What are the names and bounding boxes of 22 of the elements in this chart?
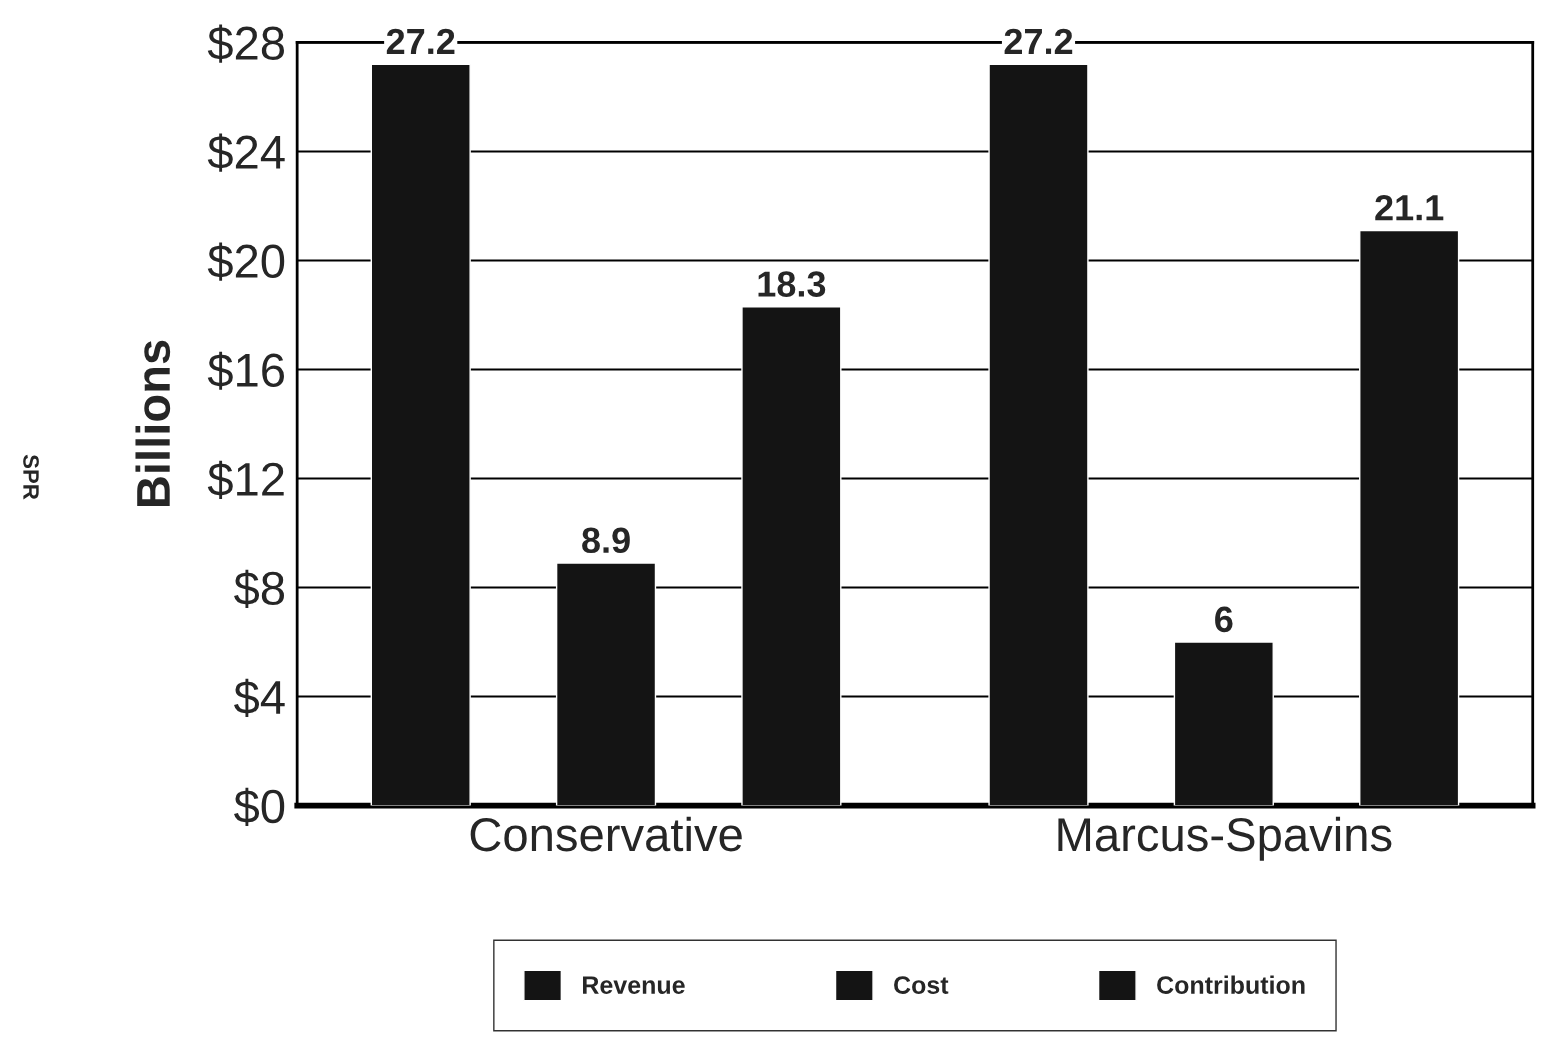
y-tick-label: $16: [207, 351, 284, 390]
y-tick-label: $20: [207, 242, 285, 281]
y-tick-label: $4: [234, 678, 285, 717]
y-tick-label: $8: [234, 569, 284, 608]
y-tick-label: $12: [207, 460, 284, 499]
legend-label: Revenue: [583, 976, 685, 994]
y-axis-title: Billions: [135, 340, 171, 507]
x-tick-label: Marcus-Spavins: [1058, 816, 1392, 861]
data-label: 8.9: [582, 527, 630, 554]
text: SPR: [23, 454, 39, 500]
legend-label: Contribution: [1157, 975, 1305, 994]
y-tick-label: $24: [207, 133, 285, 172]
data-label: 27.2: [386, 28, 455, 54]
data-label: 6: [1215, 606, 1233, 633]
y-tick-label: $28: [207, 24, 284, 63]
data-label: 21.1: [1375, 194, 1444, 221]
data-label: 18.3: [758, 271, 826, 297]
data-label: 27.2: [1004, 28, 1073, 54]
x-tick-label: Conservative: [470, 816, 742, 852]
legend-label: Cost: [894, 976, 949, 994]
bar: [1173, 641, 1274, 806]
y-tick-label: $0: [234, 787, 285, 826]
